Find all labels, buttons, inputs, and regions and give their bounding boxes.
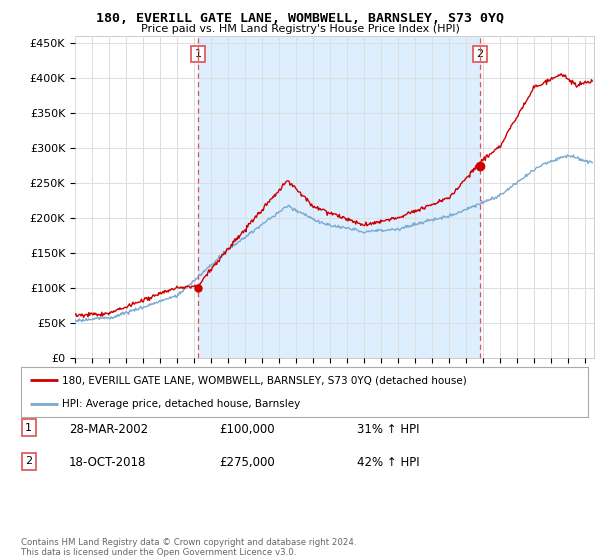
Text: 28-MAR-2002: 28-MAR-2002 [69, 423, 148, 436]
Text: 2: 2 [25, 456, 32, 466]
Text: £275,000: £275,000 [219, 456, 275, 469]
Text: 18-OCT-2018: 18-OCT-2018 [69, 456, 146, 469]
Text: 42% ↑ HPI: 42% ↑ HPI [357, 456, 419, 469]
Text: HPI: Average price, detached house, Barnsley: HPI: Average price, detached house, Barn… [62, 399, 300, 409]
Text: 2: 2 [476, 49, 484, 59]
Text: 1: 1 [25, 423, 32, 433]
Bar [198, 36, 480, 358]
Text: 1: 1 [194, 49, 202, 59]
Text: 180, EVERILL GATE LANE, WOMBWELL, BARNSLEY, S73 0YQ (detached house): 180, EVERILL GATE LANE, WOMBWELL, BARNSL… [62, 375, 467, 385]
Text: 31% ↑ HPI: 31% ↑ HPI [357, 423, 419, 436]
Text: Contains HM Land Registry data © Crown copyright and database right 2024.
This d: Contains HM Land Registry data © Crown c… [21, 538, 356, 557]
Text: £100,000: £100,000 [219, 423, 275, 436]
Text: 180, EVERILL GATE LANE, WOMBWELL, BARNSLEY, S73 0YQ: 180, EVERILL GATE LANE, WOMBWELL, BARNSL… [96, 12, 504, 25]
Text: Price paid vs. HM Land Registry's House Price Index (HPI): Price paid vs. HM Land Registry's House … [140, 24, 460, 34]
